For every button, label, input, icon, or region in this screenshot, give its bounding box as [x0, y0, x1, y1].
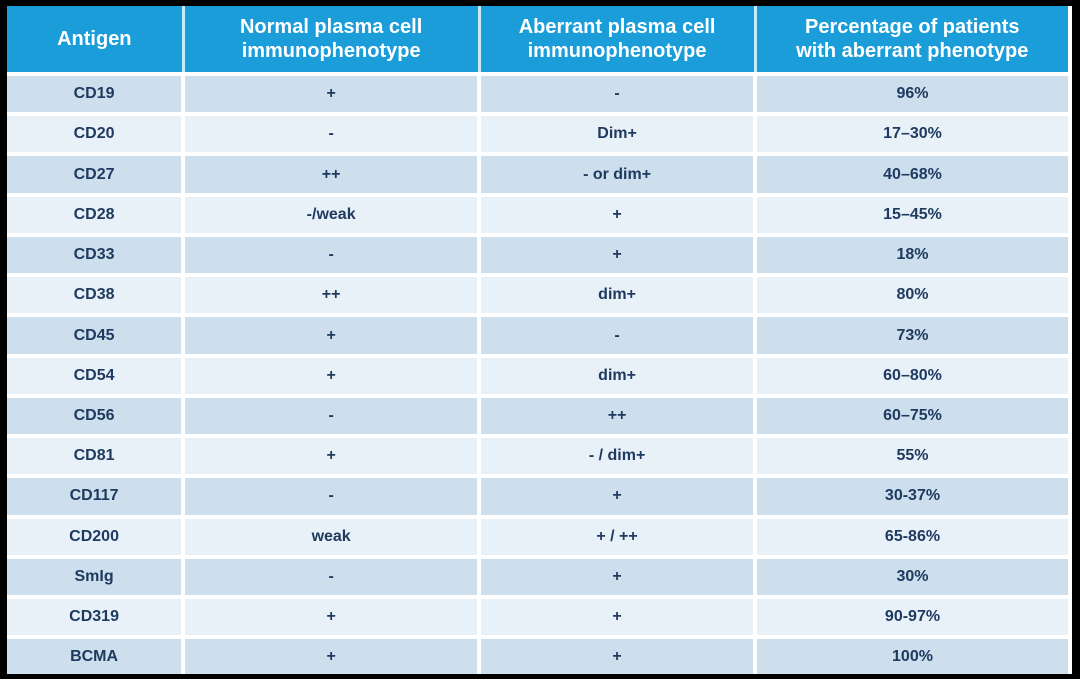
aberrant-cell: +: [477, 635, 755, 674]
normal-cell: +: [181, 434, 480, 477]
percentage-cell: 90-97%: [753, 595, 1068, 638]
percentage-cell: 30-37%: [753, 474, 1068, 517]
antigen-cell: CD56: [7, 393, 184, 437]
table-body: CD19 + -96% CD20- Dim+ 17–30% CD27 ++ - or dim+ 4…: [7, 74, 1068, 674]
normal-cell: +: [181, 595, 480, 638]
table-row-smig: SmIg - +30%: [7, 554, 1068, 598]
aberrant-cell: + / ++: [477, 514, 755, 557]
column-header-aberrant: Aberrant plasma cell immunophenotype: [477, 6, 755, 76]
table-row-cd33: CD33- +18%: [7, 232, 1068, 276]
aberrant-cell: - / dim+: [477, 434, 755, 477]
table-row-cd54: CD54 + dim+ 60–80%: [7, 353, 1068, 396]
percentage-cell: 60–80%: [753, 353, 1068, 396]
percentage-cell: 65-86%: [753, 514, 1068, 557]
percentage-cell: 40–68%: [753, 152, 1068, 195]
table-frame: Antigen Normal plasma cell immunophenotyp…: [7, 6, 1072, 674]
antigen-cell: CD200: [7, 514, 184, 557]
aberrant-cell: - or dim+: [477, 152, 755, 195]
antigen-cell: CD38: [7, 273, 184, 316]
percentage-cell: 18%: [753, 232, 1068, 276]
normal-cell: -: [181, 474, 480, 517]
aberrant-cell: -: [477, 313, 755, 356]
table-row-cd27: CD27 ++ - or dim+ 40–68%: [7, 152, 1068, 195]
antigen-cell: CD117: [7, 474, 184, 517]
antigen-cell: CD319: [7, 595, 184, 638]
percentage-cell: 80%: [753, 273, 1068, 316]
aberrant-cell: ++: [477, 393, 755, 437]
aberrant-cell: +: [477, 554, 755, 598]
aberrant-cell: +: [477, 595, 755, 638]
antigen-cell: CD81: [7, 434, 184, 477]
table-row-cd56: CD56- ++ 60–75%: [7, 393, 1068, 437]
aberrant-cell: Dim+: [477, 112, 755, 155]
antigen-cell: CD27: [7, 152, 184, 195]
immunophenotype-table: Antigen Normal plasma cell immunophenotyp…: [7, 6, 1068, 674]
table-row-cd319: CD319 + +90-97%: [7, 595, 1068, 638]
antigen-cell: CD19: [7, 74, 184, 115]
aberrant-cell: dim+: [477, 273, 755, 316]
percentage-cell: 60–75%: [753, 393, 1068, 437]
antigen-cell: BCMA: [7, 635, 184, 674]
percentage-cell: 100%: [753, 635, 1068, 674]
percentage-cell: 17–30%: [753, 112, 1068, 155]
table-row-cd19: CD19 + -96%: [7, 74, 1068, 115]
antigen-cell: CD54: [7, 353, 184, 396]
normal-cell: +: [181, 353, 480, 396]
normal-cell: -: [181, 393, 480, 437]
aberrant-cell: +: [477, 474, 755, 517]
antigen-cell: CD20: [7, 112, 184, 155]
percentage-cell: 15–45%: [753, 192, 1068, 235]
normal-cell: +: [181, 313, 480, 356]
percentage-cell: 55%: [753, 434, 1068, 477]
aberrant-cell: +: [477, 192, 755, 235]
table-row-cd20: CD20- Dim+ 17–30%: [7, 112, 1068, 155]
column-header-antigen: Antigen: [7, 6, 184, 76]
table-row-cd200: CD200 weak + / ++ 65-86%: [7, 514, 1068, 557]
antigen-cell: CD28: [7, 192, 184, 235]
table-row-cd81: CD81 + - / dim+ 55%: [7, 434, 1068, 477]
table-row-bcma: BCMA + +100%: [7, 635, 1068, 674]
table-row-cd117: CD117- +30-37%: [7, 474, 1068, 517]
aberrant-cell: dim+: [477, 353, 755, 396]
aberrant-cell: -: [477, 74, 755, 115]
table-row-cd38: CD38 ++ dim+ 80%: [7, 273, 1068, 316]
header-row: Antigen Normal plasma cell immunophenotyp…: [7, 6, 1068, 76]
antigen-cell: SmIg: [7, 554, 184, 598]
normal-cell: ++: [181, 152, 480, 195]
column-header-percentage: Percentage of patients with aberrant phe…: [753, 6, 1068, 76]
percentage-cell: 30%: [753, 554, 1068, 598]
antigen-cell: CD45: [7, 313, 184, 356]
percentage-cell: 96%: [753, 74, 1068, 115]
normal-cell: -: [181, 554, 480, 598]
normal-cell: +: [181, 635, 480, 674]
aberrant-cell: +: [477, 232, 755, 276]
normal-cell: -/weak: [181, 192, 480, 235]
percentage-cell: 73%: [753, 313, 1068, 356]
normal-cell: -: [181, 112, 480, 155]
normal-cell: weak: [181, 514, 480, 557]
column-header-normal: Normal plasma cell immunophenotype: [181, 6, 480, 76]
normal-cell: +: [181, 74, 480, 115]
normal-cell: ++: [181, 273, 480, 316]
table-row-cd28: CD28 -/weak +15–45%: [7, 192, 1068, 235]
table-row-cd45: CD45 + -73%: [7, 313, 1068, 356]
normal-cell: -: [181, 232, 480, 276]
antigen-cell: CD33: [7, 232, 184, 276]
